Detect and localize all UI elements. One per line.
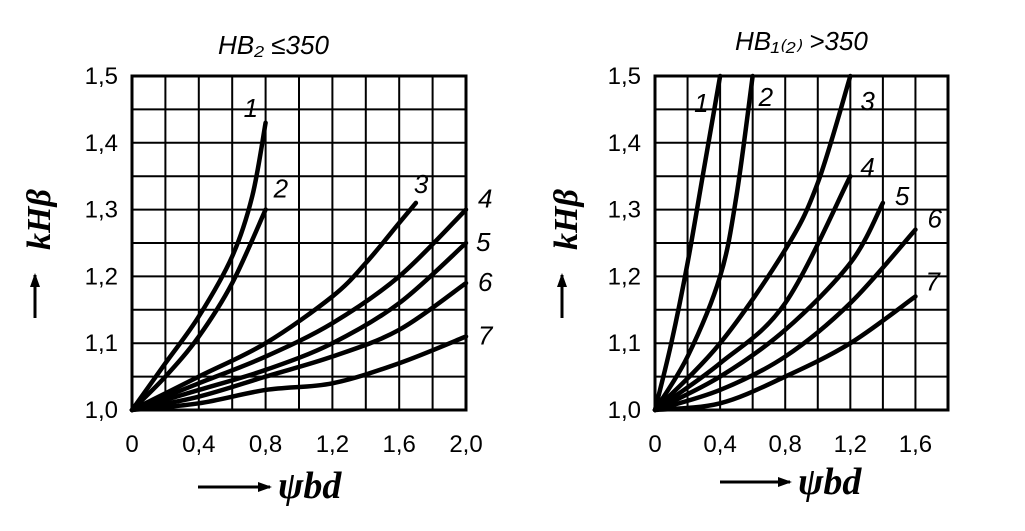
chart-left-ticks: 1,0 1,1 1,2 1,3 1,4 1,5 0 0,4 0,8 1,2 1,6 2,0 xyxy=(85,63,483,458)
curve-label-6: 6 xyxy=(927,204,942,234)
curve-4 xyxy=(129,207,469,413)
y-tick-label: 1,3 xyxy=(608,197,641,224)
chart-right-ylabel: kHβ xyxy=(548,189,585,318)
x-tick-label: 1,2 xyxy=(834,431,867,458)
x-tick-label: 0,4 xyxy=(182,431,215,458)
x-tick-label: 2,0 xyxy=(449,431,482,458)
curve-label-3: 3 xyxy=(414,169,429,199)
curve-label-2: 2 xyxy=(273,174,289,204)
chart-right-ticks: 1,0 1,1 1,2 1,3 1,4 1,5 0 0,4 0,8 1,2 1,6 xyxy=(608,63,933,458)
y-tick-label: 1,0 xyxy=(85,397,118,424)
curve-3 xyxy=(652,73,853,413)
x-tick-label: 0 xyxy=(648,431,661,458)
chart-right-title: HB₁₍₂₎ >350 xyxy=(735,26,868,56)
chart-right-curves xyxy=(652,73,918,413)
y-tick-label: 1,1 xyxy=(608,330,641,357)
curve-label-2: 2 xyxy=(758,82,774,112)
curve-label-4: 4 xyxy=(478,184,492,214)
curve-7 xyxy=(652,294,918,413)
curve-label-3: 3 xyxy=(860,86,875,116)
x-tick-label: 0,8 xyxy=(249,431,282,458)
chart-right-xlabel: ψbd xyxy=(720,461,862,503)
x-tick-label: 0 xyxy=(125,431,138,458)
curve-label-6: 6 xyxy=(478,267,493,297)
x-tick-label: 0,8 xyxy=(769,431,802,458)
svg-text:ψbd: ψbd xyxy=(278,465,342,507)
curve-label-1: 1 xyxy=(244,93,258,123)
y-tick-label: 1,5 xyxy=(608,63,641,90)
curve-1 xyxy=(652,73,723,413)
x-tick-label: 1,2 xyxy=(316,431,349,458)
x-tick-label: 1,6 xyxy=(899,431,932,458)
x-tick-label: 1,6 xyxy=(383,431,416,458)
chart-left: HB₂ ≤350 1,0 1,1 1,2 1,3 1,4 1,5 0 0,4 0,8 1,2 1,6… xyxy=(21,30,494,507)
curve-3 xyxy=(129,200,419,413)
chart-left-grid xyxy=(130,74,468,412)
curve-2 xyxy=(652,73,755,413)
y-tick-label: 1,5 xyxy=(85,63,118,90)
svg-text:kHβ: kHβ xyxy=(21,189,58,250)
curve-6 xyxy=(652,227,918,413)
curve-1 xyxy=(129,120,268,413)
curve-5 xyxy=(652,200,886,413)
curve-label-7: 7 xyxy=(478,321,494,351)
chart-right-curve-labels: 1 2 3 456 7 xyxy=(694,82,942,296)
x-tick-label: 0,4 xyxy=(703,431,736,458)
svg-text:ψbd: ψbd xyxy=(798,461,862,503)
curve-label-1: 1 xyxy=(694,88,708,118)
y-tick-label: 1,3 xyxy=(85,197,118,224)
curve-4 xyxy=(652,173,853,413)
curve-2 xyxy=(129,207,268,413)
curve-5 xyxy=(129,240,469,413)
curve-6 xyxy=(129,280,469,413)
chart-left-xlabel: ψbd xyxy=(198,465,342,507)
plot-frame xyxy=(653,74,950,412)
curve-7 xyxy=(129,334,469,413)
svg-text:kHβ: kHβ xyxy=(548,189,585,250)
y-tick-label: 1,4 xyxy=(85,130,118,157)
curve-label-4: 4 xyxy=(860,152,874,182)
y-tick-label: 1,1 xyxy=(85,330,118,357)
curve-label-5: 5 xyxy=(476,227,491,257)
curve-label-5: 5 xyxy=(895,181,910,211)
y-tick-label: 1,2 xyxy=(85,263,118,290)
y-tick-label: 1,4 xyxy=(608,130,641,157)
chart-right: HB₁₍₂₎ >350 1,0 1,1 1,2 1,3 1,4 1,5 0 0,4 0,8 1,2… xyxy=(548,26,950,503)
chart-left-curve-labels: 1 2 3 4 5 6 7 xyxy=(244,93,494,351)
y-tick-label: 1,0 xyxy=(608,397,641,424)
curve-label-7: 7 xyxy=(925,266,941,296)
chart-left-curves xyxy=(129,120,469,413)
y-tick-label: 1,2 xyxy=(608,263,641,290)
chart-left-ylabel: kHβ xyxy=(21,189,58,318)
chart-left-title: HB₂ ≤350 xyxy=(218,30,329,60)
